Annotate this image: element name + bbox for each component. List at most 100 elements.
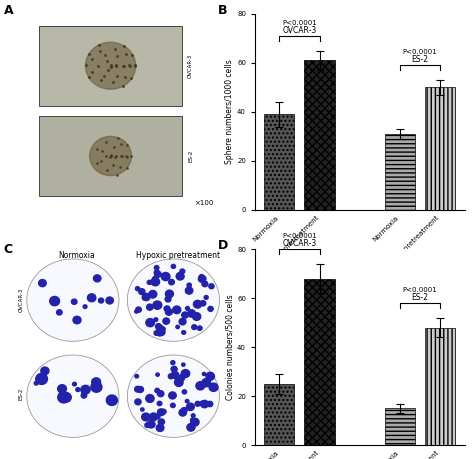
Circle shape <box>73 316 81 324</box>
Ellipse shape <box>27 355 119 437</box>
Circle shape <box>176 325 180 329</box>
Circle shape <box>185 287 193 294</box>
Ellipse shape <box>27 259 119 341</box>
Circle shape <box>202 281 208 287</box>
Circle shape <box>41 367 49 375</box>
Text: A: A <box>4 4 13 17</box>
Circle shape <box>187 283 191 287</box>
Circle shape <box>171 366 177 372</box>
Circle shape <box>206 372 214 381</box>
Circle shape <box>58 385 66 393</box>
Bar <box>385 134 415 210</box>
Text: OVCAR-3: OVCAR-3 <box>18 288 23 312</box>
Circle shape <box>146 319 155 327</box>
Circle shape <box>198 275 206 282</box>
Circle shape <box>174 378 183 386</box>
Text: OVCAR-3: OVCAR-3 <box>188 54 193 78</box>
Bar <box>264 114 294 210</box>
Circle shape <box>87 294 96 302</box>
Circle shape <box>165 290 173 297</box>
Circle shape <box>200 301 206 306</box>
Text: B: B <box>218 4 227 17</box>
Circle shape <box>182 363 185 366</box>
Text: ES-2: ES-2 <box>412 293 428 302</box>
Ellipse shape <box>128 355 219 437</box>
Circle shape <box>76 388 80 392</box>
FancyBboxPatch shape <box>39 26 182 106</box>
Circle shape <box>142 413 150 421</box>
Circle shape <box>154 331 159 336</box>
Circle shape <box>171 361 175 364</box>
Circle shape <box>180 269 185 274</box>
Circle shape <box>191 418 199 426</box>
Circle shape <box>202 372 206 375</box>
Circle shape <box>85 42 136 89</box>
Circle shape <box>90 136 131 175</box>
Bar <box>425 328 456 445</box>
Circle shape <box>92 378 100 386</box>
Circle shape <box>56 310 62 315</box>
Bar <box>304 279 335 445</box>
Circle shape <box>169 392 176 399</box>
Text: ×100: ×100 <box>194 200 213 206</box>
Circle shape <box>200 401 205 406</box>
Circle shape <box>156 424 164 431</box>
Y-axis label: Colonies numbers/500 cells: Colonies numbers/500 cells <box>225 294 234 400</box>
Circle shape <box>191 414 195 417</box>
Circle shape <box>196 382 205 390</box>
Circle shape <box>208 307 213 311</box>
Circle shape <box>193 300 202 308</box>
Circle shape <box>186 403 194 410</box>
Circle shape <box>182 330 186 334</box>
Circle shape <box>154 270 160 275</box>
Circle shape <box>209 383 218 392</box>
Circle shape <box>168 374 173 379</box>
Circle shape <box>178 375 185 381</box>
Circle shape <box>175 377 181 382</box>
Text: P<0.0001: P<0.0001 <box>403 287 438 293</box>
Circle shape <box>202 379 210 387</box>
Circle shape <box>145 423 150 427</box>
Circle shape <box>155 388 160 393</box>
Circle shape <box>164 306 170 312</box>
Circle shape <box>192 313 201 320</box>
Circle shape <box>157 328 165 336</box>
Circle shape <box>136 307 141 312</box>
Circle shape <box>204 296 208 299</box>
Circle shape <box>135 375 138 378</box>
Circle shape <box>165 309 173 315</box>
Circle shape <box>155 324 161 329</box>
Circle shape <box>157 391 164 397</box>
Bar <box>425 87 456 210</box>
Circle shape <box>181 369 190 377</box>
Circle shape <box>207 401 213 407</box>
Circle shape <box>146 304 153 310</box>
Circle shape <box>142 293 150 301</box>
Circle shape <box>179 409 186 416</box>
Circle shape <box>136 287 140 291</box>
Circle shape <box>73 382 76 386</box>
Circle shape <box>158 419 164 425</box>
Text: Normoxia: Normoxia <box>59 251 95 260</box>
Circle shape <box>58 392 70 403</box>
Circle shape <box>62 393 71 402</box>
Text: ES-2: ES-2 <box>412 55 428 64</box>
Circle shape <box>161 409 166 414</box>
Circle shape <box>157 401 162 406</box>
Circle shape <box>169 280 174 285</box>
Text: P<0.0001: P<0.0001 <box>403 50 438 56</box>
Circle shape <box>171 371 179 379</box>
Bar <box>385 409 415 445</box>
Circle shape <box>38 280 46 287</box>
Circle shape <box>185 307 190 310</box>
Bar <box>264 384 294 445</box>
Circle shape <box>153 301 162 309</box>
Circle shape <box>155 266 159 270</box>
Circle shape <box>188 310 196 317</box>
Circle shape <box>34 381 38 385</box>
Circle shape <box>99 298 104 303</box>
Circle shape <box>137 386 144 392</box>
Circle shape <box>185 399 189 403</box>
Circle shape <box>50 297 60 306</box>
Circle shape <box>36 374 47 385</box>
